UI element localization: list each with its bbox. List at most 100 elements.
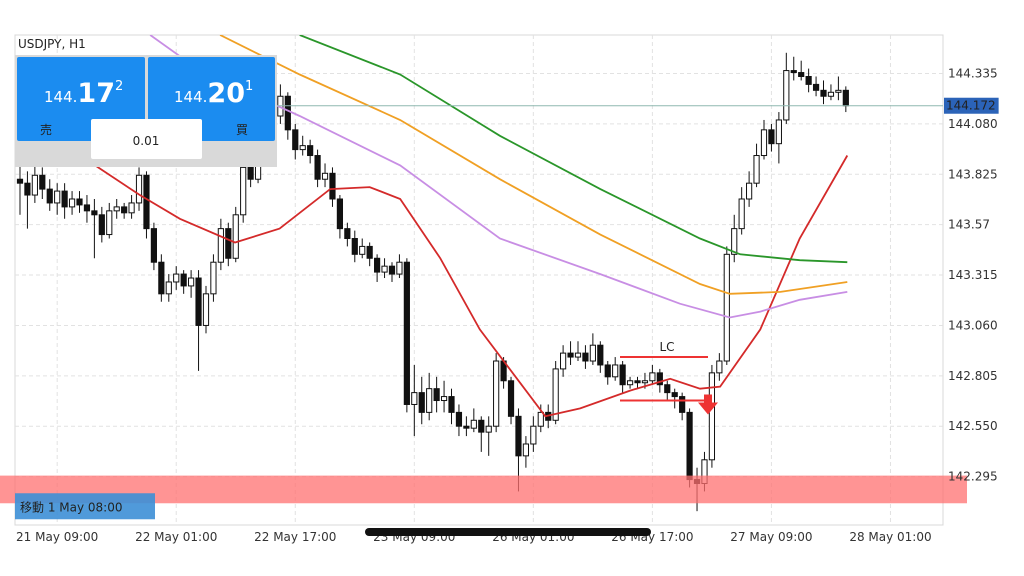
current-price-box — [944, 97, 999, 114]
y-tick-label: 143.825 — [948, 167, 998, 181]
candle-body — [195, 277, 202, 326]
candle-body — [31, 174, 38, 196]
buy-price: 144.201 — [174, 78, 253, 109]
y-tick-label: 142.295 — [948, 470, 998, 484]
lot-value: 0.01 — [133, 134, 160, 148]
candle-body — [46, 188, 53, 204]
candle-body — [656, 372, 663, 386]
y-tick-label: 143.57 — [948, 218, 990, 232]
candle-body — [760, 129, 768, 157]
candle-body — [723, 253, 730, 362]
candle-body — [426, 388, 433, 413]
buy-price-big: 20 — [207, 78, 245, 109]
candle-body — [768, 129, 775, 145]
candle-body — [567, 352, 574, 358]
candle-body — [336, 198, 344, 230]
candle-body — [143, 174, 150, 230]
candle-body — [411, 392, 418, 405]
candle-body — [232, 214, 239, 259]
buy-price-pip: 1 — [245, 79, 253, 94]
x-tick-label: 22 May 01:00 — [135, 530, 217, 544]
candle-body — [731, 228, 738, 255]
candle-body — [746, 182, 753, 200]
candle-body — [121, 206, 128, 214]
band-label: 移動 1 May 08:00 — [20, 500, 122, 514]
candle-body — [440, 396, 448, 402]
candle-body — [165, 281, 172, 295]
candle-body — [359, 245, 366, 255]
scroll-indicator[interactable] — [365, 528, 651, 536]
plot-frame — [14, 34, 944, 526]
candle-body — [604, 364, 611, 378]
y-tick-label: 143.315 — [948, 268, 998, 282]
candle-body — [374, 257, 381, 273]
candle-body — [307, 145, 314, 157]
candle-body — [344, 228, 351, 240]
candle-body — [671, 392, 678, 398]
lot-input[interactable] — [91, 119, 202, 159]
candle-body — [455, 411, 463, 427]
x-tick-label: 27 May 09:00 — [730, 530, 812, 544]
candle-body — [351, 238, 358, 255]
candle-body — [612, 364, 619, 378]
moving-average — [219, 35, 848, 295]
candle-body — [403, 261, 410, 405]
candle-body — [790, 70, 797, 74]
candle-body — [396, 261, 403, 275]
candle-body — [537, 411, 544, 427]
candle-body — [61, 190, 68, 208]
candle-body — [775, 119, 782, 145]
y-tick-label: 143.060 — [948, 318, 998, 332]
moving-average — [299, 35, 848, 264]
candle-body — [24, 182, 31, 196]
candle-body — [522, 443, 530, 457]
candle-body — [507, 380, 515, 417]
candle-body — [812, 83, 820, 91]
candle-body — [649, 372, 656, 382]
candle-body — [202, 293, 210, 326]
candle-body — [664, 384, 671, 394]
axes: 142.295 142.550 142.805 143.060 143.315 143.5… — [16, 67, 999, 544]
candle-body — [247, 166, 254, 180]
band-label-box — [15, 493, 155, 520]
candle-body — [225, 228, 232, 259]
candle-body — [217, 228, 224, 263]
sell-price-big: 17 — [77, 78, 115, 109]
moving-average — [94, 155, 849, 418]
candle-body — [433, 388, 440, 402]
candle-body — [366, 245, 373, 259]
candle-body — [641, 380, 649, 384]
candle-body — [738, 198, 745, 230]
candle-body — [716, 360, 723, 374]
candle-body — [284, 95, 291, 131]
candle-body — [634, 380, 641, 384]
sell-price-head: 144. — [44, 88, 77, 106]
candle-body — [418, 392, 425, 413]
candle-body — [240, 166, 247, 216]
candle-body — [463, 425, 470, 429]
candle-body — [835, 89, 842, 93]
candle-body — [98, 214, 105, 236]
candle-body — [54, 190, 61, 204]
candle-body — [150, 228, 158, 263]
lc-arrow — [698, 394, 718, 415]
candle-body — [753, 155, 760, 184]
candle-body — [686, 411, 693, 481]
sell-price-pip: 2 — [115, 79, 123, 94]
y-tick-label: 144.080 — [948, 117, 998, 131]
candle-body — [128, 202, 135, 214]
symbol-title: USDJPY, H1 — [18, 37, 86, 51]
y-tick-label: 144.335 — [948, 67, 998, 81]
candle-body — [180, 273, 187, 287]
lc-label: LC — [659, 340, 674, 354]
candle-body — [574, 352, 582, 358]
candle-body — [292, 129, 299, 151]
x-tick-label: 21 May 09:00 — [16, 530, 98, 544]
candle-body — [597, 344, 604, 366]
candle-body — [783, 70, 790, 121]
candle-body — [210, 261, 217, 295]
candle-body — [106, 210, 113, 236]
y-tick-label: 142.550 — [948, 419, 998, 433]
trade-panel: 144.172 144.201 売 買 0.01 — [15, 55, 277, 167]
candle-body — [321, 172, 329, 180]
